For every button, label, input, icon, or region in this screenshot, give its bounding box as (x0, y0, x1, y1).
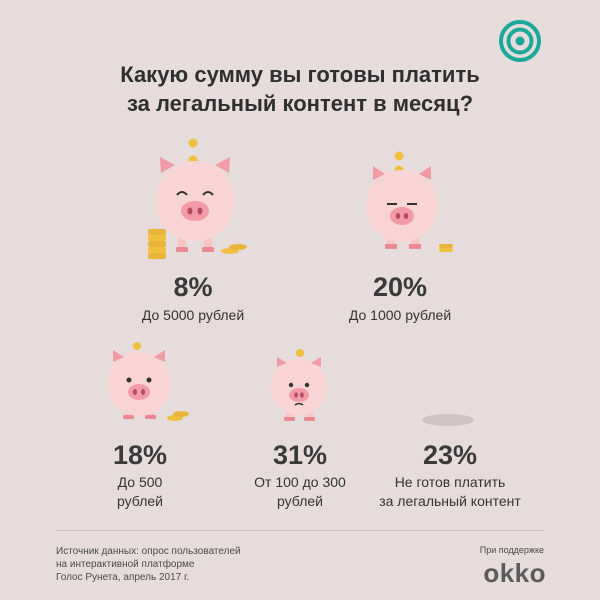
stat-percent: 8% (173, 272, 213, 302)
stat-percent: 23% (422, 440, 478, 470)
target-logo-icon (499, 20, 541, 62)
coin-icon (296, 349, 304, 357)
piggy-bank-icon (366, 151, 453, 252)
piggy-bank-icon (271, 349, 327, 421)
piggy-bank-icon (107, 342, 189, 421)
coin-icon (394, 151, 404, 161)
piggy-bank-icon (148, 138, 247, 259)
stat-label: До 1000 рублей (348, 307, 452, 323)
page-title: Какую сумму вы готовы платить за легальн… (120, 62, 480, 116)
brand-logo: okko (483, 558, 546, 588)
stat-label: От 100 до 300 рублей (254, 474, 346, 509)
stat-label: До 5000 рублей (141, 307, 245, 323)
stat-label: До 500 рублей (117, 474, 163, 509)
stat-percent: 31% (272, 440, 328, 470)
source-footnote: Источник данных: опрос пользователей на … (56, 546, 241, 583)
stat-percent: 20% (372, 272, 428, 302)
divider (56, 530, 544, 531)
coin-icon (133, 342, 141, 350)
support-label: При поддержке (479, 545, 544, 555)
coin-icon (188, 138, 198, 148)
empty-shadow (422, 414, 474, 426)
stat-percent: 18% (112, 440, 168, 470)
stat-label: Не готов платить за легальный контент (379, 474, 521, 509)
